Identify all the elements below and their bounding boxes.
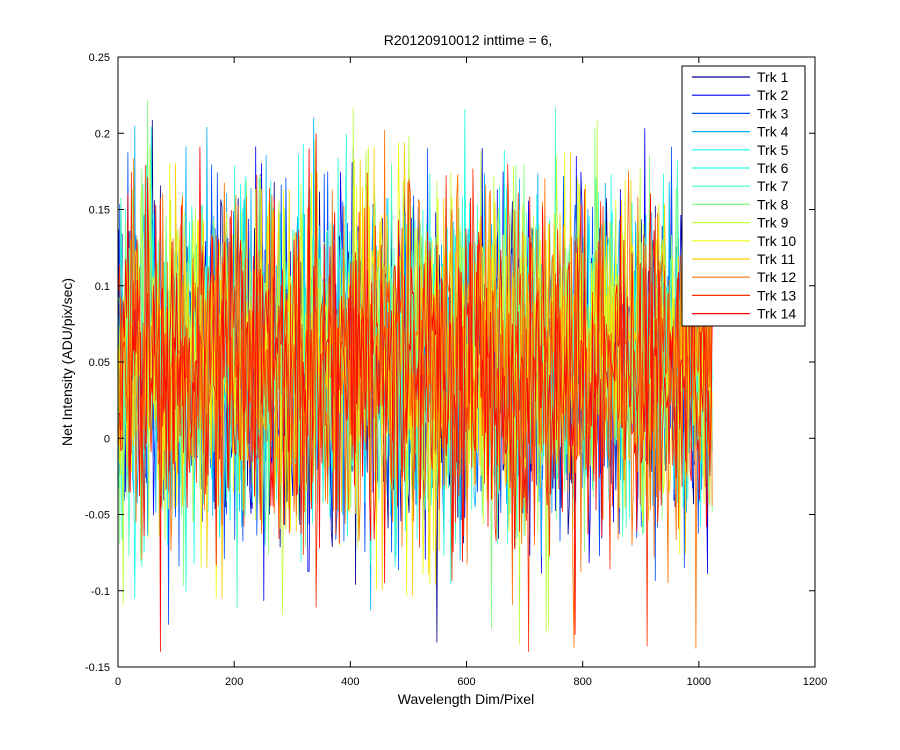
x-axis-label: Wavelength Dim/Pixel (398, 691, 534, 707)
y-axis-label: Net Intensity (ADU/pix/sec) (59, 278, 75, 446)
x-tick-label: 800 (573, 676, 591, 688)
legend-label-13: Trk 13 (757, 287, 796, 303)
y-tick-label: -0.1 (91, 586, 110, 598)
x-tick-label: 1200 (803, 676, 827, 688)
legend-label-4: Trk 4 (757, 124, 789, 140)
legend: Trk 1 Trk 2 Trk 3 Trk 4 Trk 5 Trk 6 Trk 7 Trk 8… (681, 65, 806, 327)
series-line-12 (118, 129, 713, 649)
x-axis-ticks: 0 200 400 600 800 1000 1200 (115, 57, 827, 688)
y-tick-label: 0.15 (89, 205, 110, 217)
y-tick-label: 0.1 (95, 281, 110, 293)
y-axis-ticks: -0.15 -0.1 -0.05 0 0.05 0.1 0.15 0.2 0.25 (85, 52, 815, 674)
x-tick-label: 600 (457, 676, 475, 688)
legend-box (681, 65, 806, 327)
legend-label-3: Trk 3 (757, 105, 789, 121)
legend-label-1: Trk 1 (757, 69, 789, 85)
x-tick-label: 400 (341, 676, 359, 688)
series-layer (118, 99, 713, 652)
legend-label-6: Trk 6 (757, 160, 789, 176)
legend-label-7: Trk 7 (757, 178, 789, 194)
legend-label-10: Trk 10 (757, 233, 796, 249)
legend-label-14: Trk 14 (757, 306, 796, 322)
legend-label-9: Trk 9 (757, 215, 789, 231)
x-tick-label: 0 (115, 676, 121, 688)
legend-label-5: Trk 5 (757, 142, 789, 158)
y-tick-label: 0.2 (95, 128, 110, 140)
x-tick-label: 1000 (687, 676, 711, 688)
y-tick-label: -0.05 (85, 510, 110, 522)
series-line-14 (118, 133, 713, 652)
y-tick-label: -0.15 (85, 662, 110, 674)
legend-label-2: Trk 2 (757, 87, 789, 103)
y-tick-label: 0.05 (89, 357, 110, 369)
legend-label-12: Trk 12 (757, 269, 796, 285)
y-tick-label: 0.25 (89, 52, 110, 64)
chart-title: R20120910012 inttime = 6, (384, 32, 553, 48)
x-tick-label: 200 (225, 676, 243, 688)
y-tick-label: 0 (104, 433, 110, 445)
legend-label-8: Trk 8 (757, 196, 789, 212)
legend-label-11: Trk 11 (757, 251, 795, 267)
